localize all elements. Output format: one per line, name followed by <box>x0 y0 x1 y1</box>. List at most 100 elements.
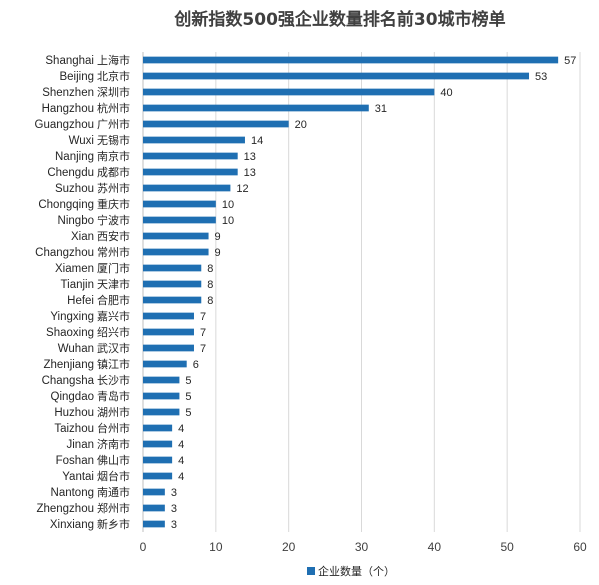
x-tick-label: 10 <box>209 540 223 554</box>
category-label-zh: 佛山市 <box>97 453 130 467</box>
bar <box>143 168 238 176</box>
x-tick-label: 50 <box>500 540 514 554</box>
category-label-en: Hefei <box>67 295 94 307</box>
x-axis-ticks: 0 10 20 30 40 50 60 <box>140 540 587 554</box>
data-label: 57 <box>564 55 576 67</box>
category-label-en: Beijing <box>59 71 94 83</box>
category-label-en: Changzhou <box>35 247 94 259</box>
category-label-zh: 苏州市 <box>97 181 130 195</box>
bar <box>143 312 194 320</box>
x-tick-label: 60 <box>573 540 587 554</box>
bar <box>143 376 180 384</box>
category-label-zh: 杭州市 <box>97 101 130 115</box>
bar <box>143 136 245 144</box>
legend-label: 企业数量（个） <box>318 564 395 578</box>
bar <box>143 408 180 416</box>
category-label-en: Ningbo <box>58 215 94 227</box>
category-label-en: Changsha <box>42 375 95 387</box>
data-label: 7 <box>200 327 206 339</box>
data-label: 10 <box>222 215 234 227</box>
category-label-en: Guangzhou <box>35 119 94 131</box>
x-tick-label: 40 <box>428 540 442 554</box>
bar <box>143 264 202 272</box>
category-label-zh: 深圳市 <box>97 85 130 99</box>
data-label: 40 <box>440 87 452 99</box>
category-label-zh: 重庆市 <box>97 197 130 211</box>
category-label-en: Wuxi <box>69 135 94 147</box>
data-label: 53 <box>535 71 547 83</box>
category-label-en: Jinan <box>67 439 95 451</box>
data-label: 13 <box>244 167 256 179</box>
category-label-zh: 西安市 <box>97 229 130 243</box>
category-label-en: Xian <box>71 231 94 243</box>
category-label-zh: 烟台市 <box>97 469 130 483</box>
bar <box>143 200 216 208</box>
data-label: 3 <box>171 487 177 499</box>
value-labels: 5753403120141313121010998887776555444433… <box>171 55 577 531</box>
data-label: 10 <box>222 199 234 211</box>
bar <box>143 392 180 400</box>
category-label-en: Huzhou <box>54 407 94 419</box>
bar <box>143 296 202 304</box>
x-tick-label: 0 <box>140 540 147 554</box>
data-label: 4 <box>178 455 184 467</box>
bars <box>143 56 559 528</box>
category-label-zh: 青岛市 <box>97 389 130 403</box>
bar <box>143 120 289 128</box>
bar <box>143 72 530 80</box>
data-label: 14 <box>251 135 263 147</box>
category-label-zh: 台州市 <box>97 421 130 435</box>
category-label-en: Zhengzhou <box>36 503 94 515</box>
data-label: 13 <box>244 151 256 163</box>
data-label: 4 <box>178 423 184 435</box>
category-label-zh: 绍兴市 <box>97 325 130 339</box>
chart-title: 创新指数500强企业数量排名前30城市榜单 <box>173 9 505 30</box>
category-label-en: Suzhou <box>55 183 94 195</box>
category-label-zh: 上海市 <box>97 53 130 67</box>
data-label: 8 <box>207 295 213 307</box>
bar <box>143 88 435 96</box>
category-label-en: Chongqing <box>38 199 94 211</box>
legend-swatch <box>307 567 315 575</box>
category-label-zh: 镇江市 <box>97 357 130 371</box>
category-label-zh: 厦门市 <box>97 261 130 275</box>
data-label: 5 <box>185 407 191 419</box>
category-label-en: Shenzhen <box>42 87 94 99</box>
category-label-en: Nanjing <box>55 151 94 163</box>
category-label-zh: 无锡市 <box>97 133 130 147</box>
data-label: 5 <box>185 391 191 403</box>
category-label-en: Wuhan <box>58 343 94 355</box>
data-label: 7 <box>200 343 206 355</box>
category-label-zh: 武汉市 <box>97 341 130 355</box>
category-label-en: Xiamen <box>55 263 94 275</box>
category-label-zh: 湖州市 <box>97 405 130 419</box>
bar <box>143 248 209 256</box>
category-label-en: Nantong <box>51 487 94 499</box>
bar <box>143 360 187 368</box>
category-label-zh: 成都市 <box>97 165 130 179</box>
bar <box>143 488 165 496</box>
category-label-zh: 宁波市 <box>97 213 130 227</box>
category-label-en: Yingxing <box>50 311 94 323</box>
data-label: 5 <box>185 375 191 387</box>
category-label-zh: 合肥市 <box>97 293 130 307</box>
bar <box>143 216 216 224</box>
category-label-zh: 济南市 <box>97 437 130 451</box>
bar <box>143 232 209 240</box>
category-label-en: Foshan <box>56 455 94 467</box>
data-label: 9 <box>215 231 221 243</box>
bar <box>143 280 202 288</box>
category-label-en: Hangzhou <box>42 103 94 115</box>
category-label-zh: 南京市 <box>97 149 130 163</box>
data-label: 3 <box>171 519 177 531</box>
bar <box>143 104 369 112</box>
data-label: 9 <box>215 247 221 259</box>
data-label: 20 <box>295 119 307 131</box>
bar <box>143 184 231 192</box>
bar <box>143 344 194 352</box>
category-label-zh: 广州市 <box>97 117 130 131</box>
category-label-en: Tianjin <box>61 279 94 291</box>
category-label-en: Shaoxing <box>46 327 94 339</box>
